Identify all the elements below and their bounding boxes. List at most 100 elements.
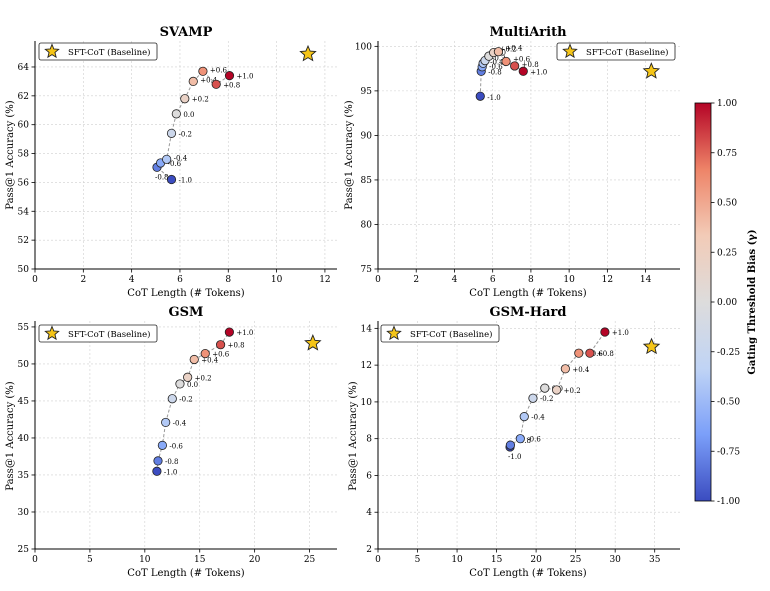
point-label: +0.2 xyxy=(564,387,581,395)
x-axis-label: CoT Length (# Tokens) xyxy=(469,288,586,299)
x-tick-label: 0 xyxy=(375,555,381,565)
point-label: -1.0 xyxy=(487,94,501,102)
y-tick-label: 6 xyxy=(366,471,372,481)
y-tick-label: 40 xyxy=(18,434,30,444)
x-tick-label: 0 xyxy=(32,275,38,285)
x-tick-label: 2 xyxy=(80,275,86,285)
colorbar-tick-label: 0.25 xyxy=(717,248,737,258)
x-tick-label: 14 xyxy=(640,275,652,285)
data-point xyxy=(515,434,525,444)
x-tick-label: 2 xyxy=(413,275,419,285)
colorbar-tick-label: 1.00 xyxy=(717,99,737,109)
point-label: +1.0 xyxy=(612,329,629,337)
point-label: +1.0 xyxy=(236,329,253,337)
colorbar-tick-label: 0.50 xyxy=(717,199,737,209)
data-point xyxy=(505,440,516,450)
point-label: -0.8 xyxy=(488,68,502,76)
legend-box: SFT-CoT (Baseline) xyxy=(38,324,158,343)
chart-title: SVAMP xyxy=(160,25,213,40)
data-point xyxy=(167,394,177,404)
point-label: -0.4 xyxy=(173,419,187,427)
y-tick-label: 58 xyxy=(18,150,30,160)
legend-entry: SFT-CoT (Baseline) xyxy=(410,329,492,340)
y-axis-label: Pass@1 Accuracy (%) xyxy=(344,100,355,209)
data-point xyxy=(175,379,185,389)
point-label: +0.8 xyxy=(223,81,240,89)
data-point xyxy=(528,393,538,403)
chart-panel-multiarith: MultiArith CoT Length (# Tokens) Pass@1 … xyxy=(344,25,680,299)
data-point xyxy=(600,327,610,337)
y-tick-label: 8 xyxy=(366,435,372,445)
x-tick-label: 0 xyxy=(32,555,38,565)
plot-area: 051015202530352468101214-1.0-0.8-0.6-0.4… xyxy=(361,321,680,565)
data-point xyxy=(475,91,485,101)
data-point xyxy=(161,417,171,428)
x-tick-label: 20 xyxy=(530,555,542,565)
y-tick-label: 95 xyxy=(361,87,373,97)
x-tick-label: 6 xyxy=(177,275,183,285)
x-tick-label: 15 xyxy=(194,555,206,565)
plot-area: 0 5 10 15 20 25 25 30 35 40 45 50 55 -1.0 -0.8 -0.6 -0.4… xyxy=(18,321,337,565)
colorbar-gradient xyxy=(694,102,712,502)
point-label: +0.2 xyxy=(192,96,209,104)
point-label: -1.0 xyxy=(508,453,522,461)
chart-title: MultiArith xyxy=(489,25,567,40)
data-point xyxy=(493,47,504,57)
colorbar-tick-label: -0.75 xyxy=(717,447,740,457)
point-label: +0.6 xyxy=(586,350,604,358)
baseline-star-icon xyxy=(299,44,317,62)
point-label: -0.6 xyxy=(527,436,541,444)
data-point xyxy=(560,364,570,374)
y-tick-label: 100 xyxy=(355,42,372,52)
y-tick-label: 12 xyxy=(361,361,372,371)
point-label: -0.4 xyxy=(174,154,188,162)
chart-title: GSM-Hard xyxy=(490,305,567,320)
x-tick-label: 4 xyxy=(129,275,135,285)
baseline-star-icon xyxy=(642,62,661,79)
y-tick-label: 2 xyxy=(366,545,372,555)
y-tick-label: 52 xyxy=(18,236,29,246)
x-tick-label: 20 xyxy=(249,555,261,565)
colorbar-tick-label: 0.75 xyxy=(717,149,737,159)
point-label: 0.0 xyxy=(187,381,198,389)
point-label: +0.8 xyxy=(522,61,539,69)
point-label: -0.4 xyxy=(531,414,545,422)
data-point xyxy=(200,348,210,359)
data-point xyxy=(224,327,234,337)
y-tick-label: 10 xyxy=(361,398,373,408)
point-label: -0.2 xyxy=(492,55,506,63)
y-tick-label: 50 xyxy=(18,360,30,370)
x-tick-label: 5 xyxy=(415,555,421,565)
plot-area: 0 2 4 6 8 10 125052545658606264-1.0-0.8-0.6-0.… xyxy=(18,41,337,285)
y-tick-label: 56 xyxy=(18,178,30,188)
data-point xyxy=(183,372,193,382)
data-point xyxy=(215,340,226,350)
point-label: +1.0 xyxy=(530,68,547,76)
data-point xyxy=(224,71,235,81)
x-tick-label: 15 xyxy=(491,555,503,565)
data-point xyxy=(501,56,511,67)
point-label: +0.4 xyxy=(200,76,218,84)
point-label: -0.8 xyxy=(155,173,169,181)
data-point xyxy=(152,466,162,476)
data-point xyxy=(574,348,584,358)
data-point xyxy=(180,94,190,104)
data-point xyxy=(157,440,167,450)
y-tick-label: 85 xyxy=(361,176,373,186)
y-tick-label: 54 xyxy=(18,207,30,217)
data-point xyxy=(519,412,529,422)
data-point xyxy=(166,128,177,138)
chart-panel-svamp: SVAMP CoT Length (# Tokens) Pass@1 Accur… xyxy=(5,25,337,299)
data-point xyxy=(171,109,181,119)
x-tick-label: 35 xyxy=(649,555,661,565)
data-point xyxy=(552,385,562,395)
y-tick-label: 62 xyxy=(18,92,29,102)
colorbar-tick-label: -0.25 xyxy=(717,348,740,358)
colorbar-tick-label: -1.00 xyxy=(717,497,740,507)
chart-panel-gsm-hard: GSM-Hard CoT Length (# Tokens) Pass@1 Ac… xyxy=(348,305,680,579)
x-tick-label: 10 xyxy=(139,555,151,565)
point-label: +0.2 xyxy=(500,46,517,54)
y-tick-label: 60 xyxy=(18,121,30,131)
point-label: -1.0 xyxy=(179,177,193,185)
